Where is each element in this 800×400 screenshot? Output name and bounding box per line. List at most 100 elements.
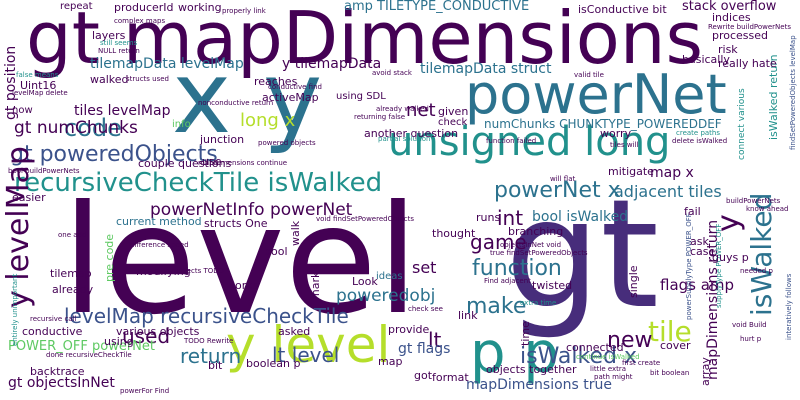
word: ask (690, 235, 709, 248)
word: walked (90, 73, 129, 86)
word: easier (12, 191, 46, 204)
word: function failed (486, 137, 537, 145)
word: levelMap delete (12, 89, 68, 97)
word: void findSetPoweredObjects (316, 215, 415, 223)
word: tilemapData levelMap (90, 56, 244, 72)
word: mapDimensions true (466, 377, 612, 393)
word: int (497, 206, 524, 230)
word: unsigned long (388, 119, 671, 165)
word: path might (594, 373, 633, 381)
word: long x (240, 110, 296, 131)
word: asked (278, 325, 311, 338)
word: ideas (376, 271, 403, 282)
word: one add (58, 231, 87, 239)
word: true findSetPoweredObjects (490, 249, 588, 257)
word: complex maps (114, 17, 166, 25)
word: various objects (116, 325, 200, 338)
word: powerNet (465, 63, 727, 126)
word: avoid stack (372, 69, 412, 77)
word: p p (470, 321, 559, 386)
word: function (472, 256, 562, 281)
word: info (172, 119, 191, 130)
word: amp TILETYPE_CONDUCTIVE (344, 0, 530, 14)
word: objects TODO (176, 267, 225, 275)
word: first create (622, 359, 661, 367)
word: time (519, 321, 532, 346)
word: powerFor Find (120, 387, 170, 395)
word: hurt p (740, 335, 762, 343)
word: level (62, 174, 419, 348)
word: now (12, 105, 33, 116)
word: difference speed (130, 241, 189, 249)
word: make (466, 294, 527, 319)
word: guys p (712, 251, 749, 264)
word: recursiveCheckTile isWalked (14, 168, 383, 198)
word: create paths (676, 129, 721, 137)
word: bool isWalked (532, 209, 629, 225)
word: tiles levelMap (74, 103, 171, 119)
word: x y (172, 39, 323, 156)
word: backtrace (30, 365, 85, 378)
word: used (122, 324, 171, 348)
word: extra time (520, 299, 557, 307)
word: tilemap (50, 267, 92, 280)
word: got (414, 369, 433, 382)
word: powerSupplyType POWER_OFF (685, 213, 693, 320)
word: continue isWalked (576, 353, 640, 361)
word: use (202, 155, 222, 168)
word: couple questions (138, 157, 232, 170)
word: game (470, 230, 527, 254)
word: will flat (550, 175, 576, 183)
word: mitigate (608, 165, 654, 178)
word: set (412, 258, 437, 277)
word: returning false (354, 113, 406, 121)
word: Look (352, 275, 378, 288)
word: done recursiveCheckTile (46, 351, 132, 359)
word: levelMap recursiveCheckTile (64, 304, 349, 328)
word: recursive call (30, 315, 77, 323)
word: flags amp (660, 276, 735, 294)
word: array (699, 357, 712, 386)
word: using (104, 335, 134, 348)
word: findSetPoweredObjects levelMap (789, 35, 797, 150)
word: really hate (718, 57, 777, 70)
word: lt level (272, 343, 340, 367)
word: poweredobj (336, 286, 436, 306)
word: pre code (103, 233, 116, 282)
word: know ahead (746, 205, 789, 213)
word: conductive find (268, 83, 322, 91)
word: twisted (532, 279, 573, 292)
word: current method (116, 215, 202, 228)
word: conductive (22, 325, 83, 338)
word: y tilemapData (282, 56, 382, 72)
word: map (378, 355, 403, 368)
word: code (64, 114, 122, 142)
word: powerNetInfo powerNet (150, 200, 353, 220)
word: fail (684, 205, 701, 218)
word: new (607, 328, 653, 353)
word: using SDL (336, 91, 386, 102)
word: mark (309, 271, 322, 300)
word: given (438, 105, 469, 118)
word: bit (208, 359, 223, 372)
word: Rewrite buildPowerNets (708, 23, 791, 31)
word: return (180, 344, 242, 368)
word: objectsInNet void (500, 241, 562, 249)
word: partial solution (378, 135, 431, 143)
word: needed p (740, 267, 773, 275)
word: worry (600, 127, 632, 140)
word: Uint16 (20, 79, 57, 92)
word: void Build (732, 321, 767, 329)
word: nonconductive return (198, 99, 274, 107)
word: indices (712, 11, 751, 24)
word: cover (660, 339, 691, 352)
word: working (178, 1, 222, 14)
word: net (406, 100, 436, 121)
word: isConductive bit (578, 3, 667, 16)
word: thought (432, 227, 476, 240)
word: case (690, 245, 716, 258)
word: already (52, 283, 94, 296)
word: link (458, 309, 478, 322)
word: gt numChunks (14, 118, 138, 138)
